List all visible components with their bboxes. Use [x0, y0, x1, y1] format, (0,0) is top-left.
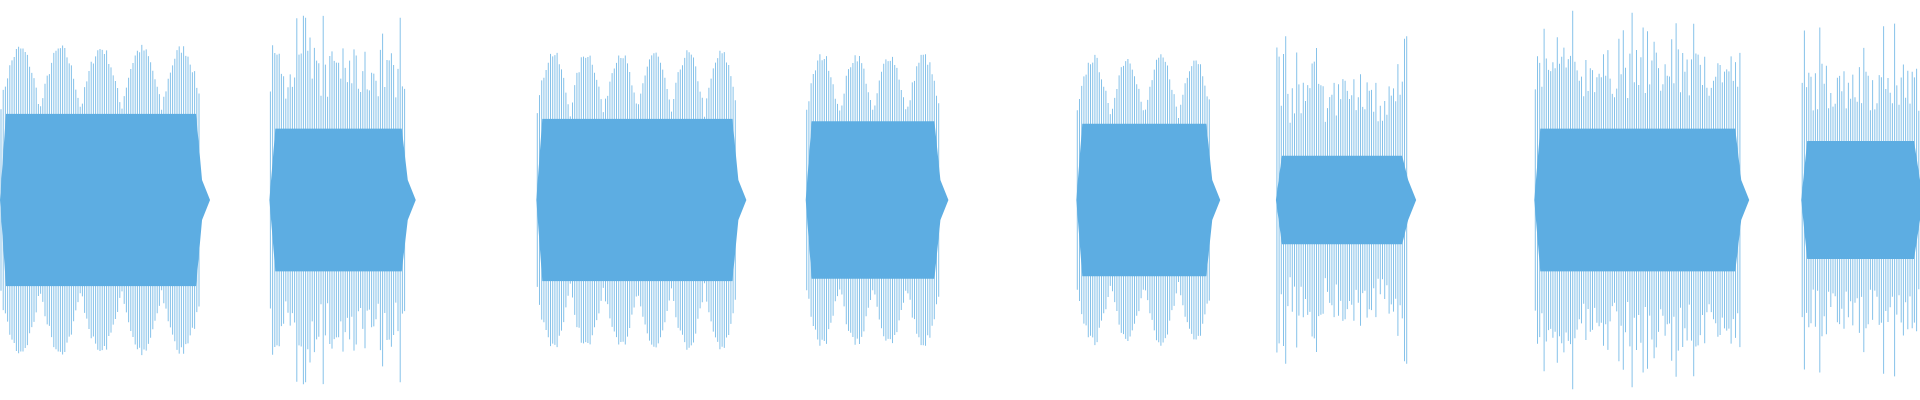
audio-clip	[1275, 36, 1417, 364]
audio-clip	[1076, 54, 1221, 346]
audio-clip	[0, 44, 211, 356]
wave-core	[536, 118, 747, 282]
wave-core	[1534, 128, 1750, 272]
wave-core	[1275, 155, 1417, 245]
audio-clip	[536, 50, 747, 350]
audio-clip	[805, 54, 949, 346]
wave-core	[0, 113, 211, 287]
audio-clip	[269, 15, 416, 385]
wave-core	[1801, 140, 1920, 260]
audio-clip	[1534, 10, 1750, 390]
wave-core	[269, 128, 416, 272]
wave-core	[1076, 123, 1221, 277]
wave-core	[805, 121, 949, 279]
audio-clip	[1801, 23, 1920, 377]
